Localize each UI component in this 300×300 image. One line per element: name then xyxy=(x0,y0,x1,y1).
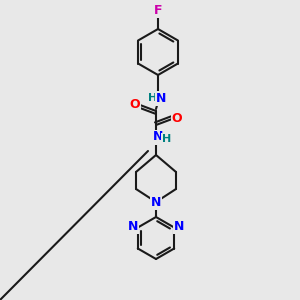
Text: N: N xyxy=(153,130,163,143)
Text: N: N xyxy=(151,196,161,208)
Text: N: N xyxy=(128,220,138,233)
Text: O: O xyxy=(172,112,182,124)
Text: N: N xyxy=(156,92,166,104)
Text: O: O xyxy=(130,98,140,110)
Text: H: H xyxy=(162,134,172,144)
Text: H: H xyxy=(148,93,158,103)
Text: F: F xyxy=(154,4,162,16)
Text: N: N xyxy=(174,220,184,233)
